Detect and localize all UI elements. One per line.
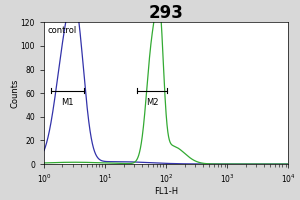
Y-axis label: Counts: Counts — [10, 78, 19, 108]
Text: control: control — [48, 26, 77, 35]
X-axis label: FL1-H: FL1-H — [154, 187, 178, 196]
Text: M2: M2 — [146, 98, 158, 107]
Title: 293: 293 — [149, 4, 184, 22]
Text: M1: M1 — [61, 98, 74, 107]
